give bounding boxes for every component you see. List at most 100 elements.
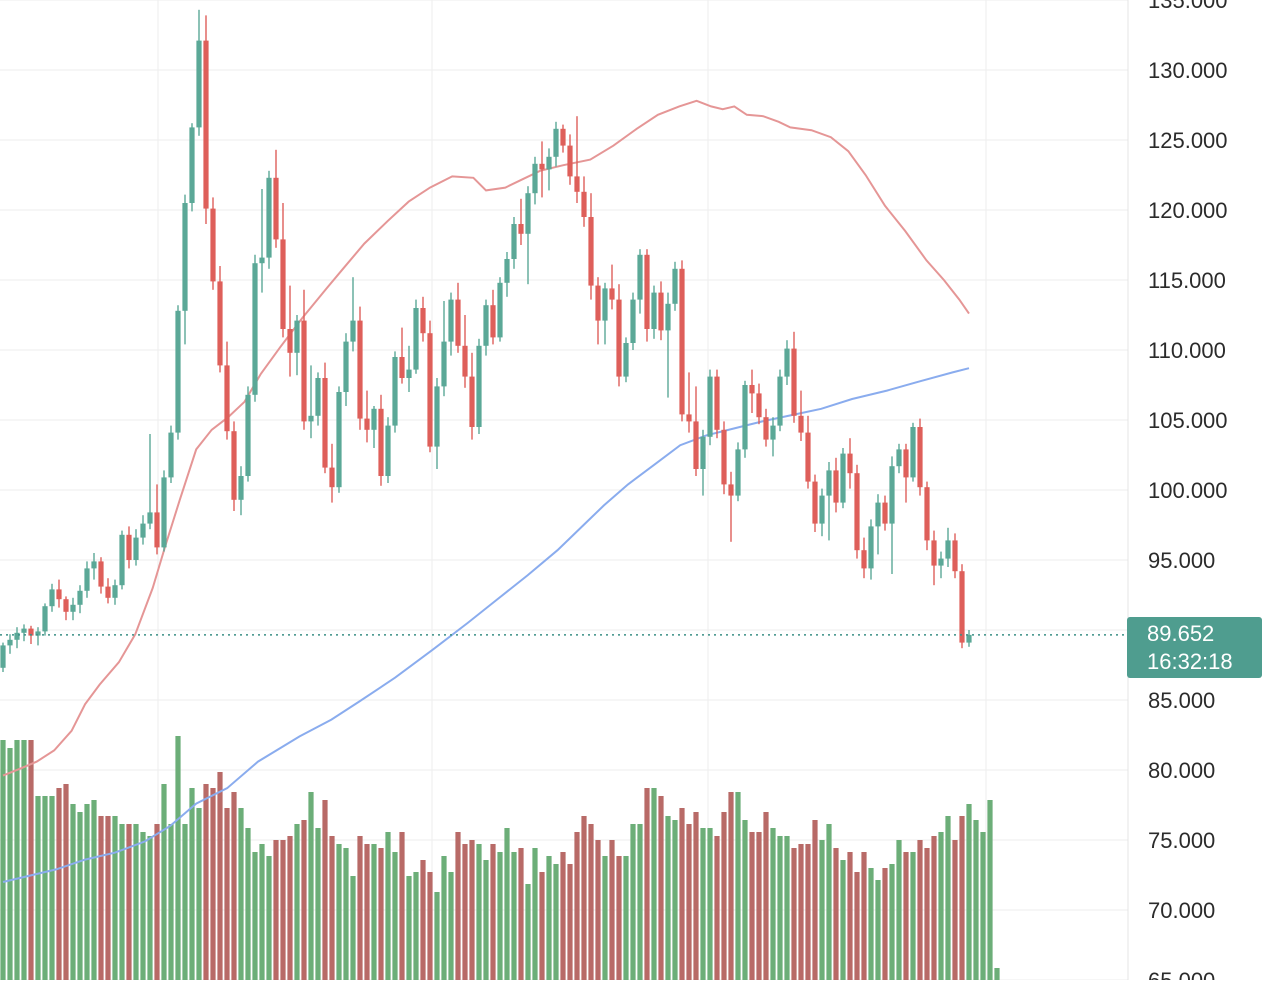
candle-body: [931, 540, 937, 566]
candle: [602, 282, 608, 345]
candle-body: [308, 415, 314, 422]
candle: [161, 470, 167, 552]
candle-body: [749, 385, 755, 394]
volume-bar: [329, 836, 335, 980]
candle-body: [581, 191, 587, 217]
candle-body: [840, 453, 846, 503]
candle: [84, 561, 90, 598]
candle-body: [0, 645, 6, 668]
candle: [812, 474, 818, 532]
volume-bar: [567, 864, 573, 980]
candle: [504, 252, 510, 297]
candle-body: [42, 606, 48, 632]
volume-bar: [126, 824, 132, 980]
candle-body: [623, 343, 629, 377]
volume-bar: [140, 832, 146, 980]
volume-bar: [238, 808, 244, 980]
volume-bar: [56, 788, 62, 980]
candle: [378, 394, 384, 486]
candle: [301, 289, 307, 430]
candle-body: [805, 432, 811, 482]
candle-body: [903, 449, 909, 478]
candle: [861, 537, 867, 579]
candle-body: [539, 163, 545, 170]
candle-body: [441, 341, 447, 387]
candle: [42, 603, 48, 636]
candle-body: [77, 590, 83, 605]
volume-bar: [602, 856, 608, 980]
volume-bar: [77, 812, 83, 980]
volume-bar: [280, 840, 286, 980]
volume-bar: [147, 836, 153, 980]
volume-bar: [924, 848, 930, 980]
candle-body: [140, 523, 146, 538]
candle-body: [595, 285, 601, 321]
candle: [560, 124, 566, 153]
volume-bar: [910, 852, 916, 980]
volume-bar: [945, 816, 951, 980]
candle-body: [791, 348, 797, 416]
candle-body: [385, 425, 391, 476]
volume-bar: [7, 748, 13, 980]
candle-body: [707, 376, 713, 437]
volume-bar: [469, 840, 475, 980]
candle: [245, 386, 251, 482]
candle: [196, 9, 202, 136]
volume-bar: [770, 828, 776, 980]
candle-body: [245, 394, 251, 476]
candle: [343, 333, 349, 406]
candle: [56, 579, 62, 608]
y-axis-tick-label: 125.000: [1148, 128, 1228, 153]
candle-body: [259, 257, 265, 264]
volume-bar: [98, 816, 104, 980]
candle-body: [301, 320, 307, 422]
volume-bar: [532, 848, 538, 980]
volume-bar: [574, 832, 580, 980]
volume-bar: [693, 812, 699, 980]
volume-bar: [784, 836, 790, 980]
candle: [553, 121, 559, 167]
volume-bar: [42, 796, 48, 980]
candle-body: [658, 292, 664, 331]
y-axis-tick-label: 85.000: [1148, 688, 1215, 713]
volume-bar: [266, 856, 272, 980]
candle-body: [812, 481, 818, 524]
candle-body: [350, 320, 356, 342]
candle-body: [364, 418, 370, 430]
candle-body: [833, 470, 839, 503]
candle: [455, 282, 461, 353]
volume-bar: [462, 844, 468, 980]
candle-body: [966, 634, 972, 643]
candle: [203, 15, 209, 224]
candle-body: [406, 369, 412, 378]
y-axis-tick-label: 130.000: [1148, 58, 1228, 83]
candle: [119, 530, 125, 590]
candle-body: [98, 561, 104, 587]
candle-body: [518, 224, 524, 234]
candle-body: [896, 449, 902, 467]
y-axis-tick-label: 80.000: [1148, 758, 1215, 783]
candle-body: [336, 392, 342, 488]
volume-bar: [609, 840, 615, 980]
volume-bar: [931, 836, 937, 980]
candle-body: [798, 415, 804, 433]
candle: [287, 285, 293, 377]
candle-body: [609, 288, 615, 300]
candle: [322, 362, 328, 474]
y-axis-tick-label: 75.000: [1148, 828, 1215, 853]
candle: [140, 515, 146, 545]
volume-bar: [287, 836, 293, 980]
candle: [273, 149, 279, 248]
candle-body: [574, 176, 580, 192]
volume-bar: [343, 848, 349, 980]
volume-bar: [252, 852, 258, 980]
y-axis-tick-label: 65.000: [1148, 968, 1215, 980]
candle-body: [287, 329, 293, 353]
candle-body: [847, 453, 853, 474]
candle: [105, 578, 111, 604]
candle: [490, 289, 496, 345]
candle-body: [602, 288, 608, 321]
volume-bar: [819, 840, 825, 980]
